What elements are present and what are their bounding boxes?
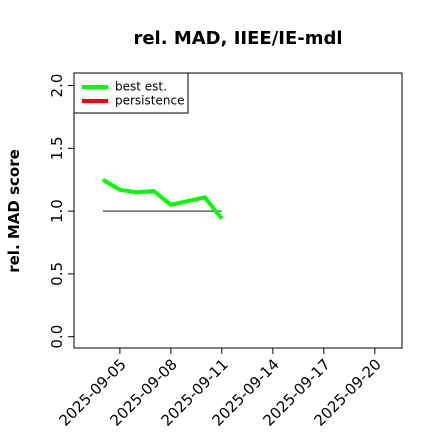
y-tick-label: 1.0 bbox=[48, 199, 66, 223]
y-tick-label: 0.0 bbox=[48, 325, 66, 349]
series-line bbox=[101, 178, 224, 220]
y-axis-label: rel. MAD score bbox=[5, 149, 23, 273]
y-tick-label: 0.5 bbox=[48, 262, 66, 286]
chart-title: rel. MAD, IIEE/IE-mdl bbox=[133, 28, 342, 49]
legend-box bbox=[73, 72, 189, 114]
y-tick-label: 1.5 bbox=[48, 136, 66, 160]
y-tick-label: 2.0 bbox=[48, 74, 66, 98]
legend-label: best est. bbox=[115, 80, 167, 94]
legend-label: persistence bbox=[115, 94, 184, 108]
plot-frame bbox=[73, 72, 403, 349]
